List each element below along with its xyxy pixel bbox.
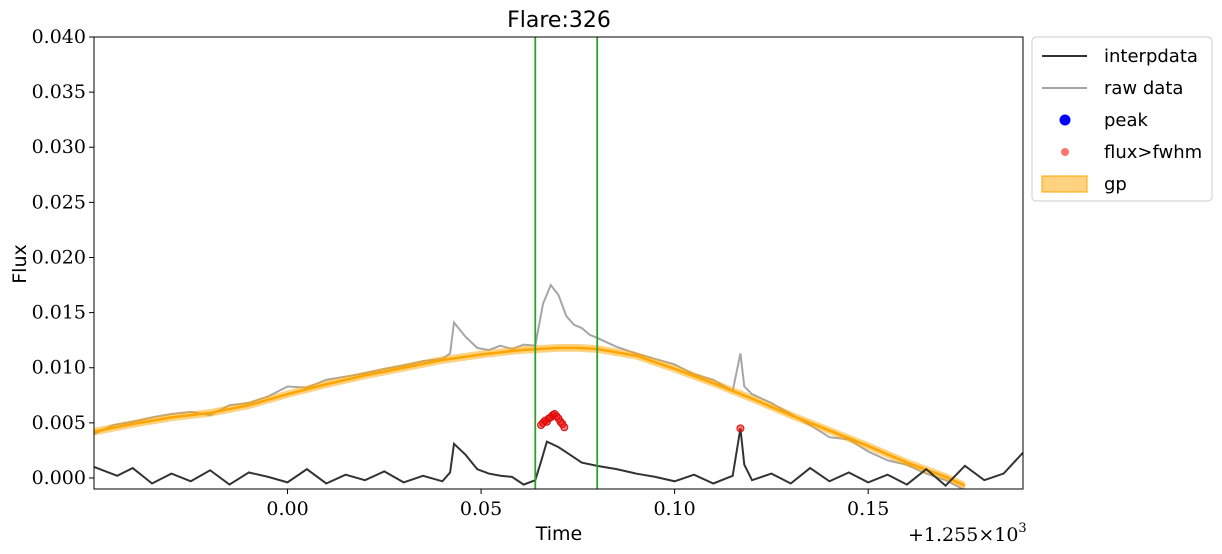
fwhm-point bbox=[560, 423, 569, 432]
legend-label: flux>fwhm bbox=[1104, 142, 1202, 163]
legend-item: gp bbox=[1041, 174, 1127, 195]
legend-label: peak bbox=[1104, 110, 1149, 131]
plot-area bbox=[94, 37, 1023, 489]
series-gp-band bbox=[94, 344, 965, 489]
legend-swatch-patch bbox=[1041, 175, 1088, 193]
x-offset-text: +1.255×10 bbox=[908, 524, 1018, 546]
y-tick-label: 0.005 bbox=[32, 412, 86, 434]
axes: 0.00 0.05 0.10 0.15 0.000 0.005 0.010 0.015 0.02… bbox=[32, 26, 1024, 520]
x-tick-label: 0.15 bbox=[847, 498, 889, 520]
axes-frame bbox=[93, 36, 1024, 490]
fwhm-point bbox=[736, 424, 745, 433]
x-tick-label: 0.05 bbox=[460, 498, 502, 520]
y-tick-label: 0.010 bbox=[32, 357, 86, 379]
plot-clip-group bbox=[94, 283, 1023, 489]
x-tick-label: 0.00 bbox=[266, 498, 308, 520]
legend-item: interpdata bbox=[1042, 46, 1198, 67]
legend-frame bbox=[1031, 36, 1213, 202]
chart-title: Flare:326 bbox=[507, 8, 611, 33]
y-tick-label: 0.000 bbox=[32, 467, 86, 489]
legend-label: interpdata bbox=[1104, 46, 1198, 67]
legend-label: gp bbox=[1104, 174, 1127, 195]
x-tick-label: 0.10 bbox=[653, 498, 695, 520]
legend-item: raw data bbox=[1042, 78, 1183, 99]
y-tick-label: 0.020 bbox=[32, 246, 86, 268]
legend-swatch-marker bbox=[1061, 148, 1069, 156]
legend-label: raw data bbox=[1104, 78, 1183, 99]
legend-swatch-marker bbox=[1059, 114, 1071, 126]
y-tick-label: 0.035 bbox=[32, 81, 86, 103]
series-gp-mean bbox=[94, 346, 966, 487]
x-axis-label: Time bbox=[535, 523, 583, 545]
y-tick-label: 0.015 bbox=[32, 302, 86, 324]
y-axis-label: Flux bbox=[9, 244, 31, 284]
series-interpdata bbox=[94, 428, 1023, 488]
y-tick-label: 0.040 bbox=[32, 26, 86, 48]
y-tick-label: 0.025 bbox=[32, 191, 86, 213]
legend: interpdata raw data peak flux>fwhm gp bbox=[1031, 36, 1213, 202]
legend-item: peak bbox=[1059, 110, 1149, 131]
x-offset-label: +1.255×103 bbox=[908, 521, 1027, 546]
legend-item: flux>fwhm bbox=[1061, 142, 1202, 163]
x-offset-exponent: 3 bbox=[1018, 521, 1026, 536]
svg-text:+1.255×103: +1.255×103 bbox=[908, 521, 1027, 546]
y-tick-label: 0.030 bbox=[32, 136, 86, 158]
